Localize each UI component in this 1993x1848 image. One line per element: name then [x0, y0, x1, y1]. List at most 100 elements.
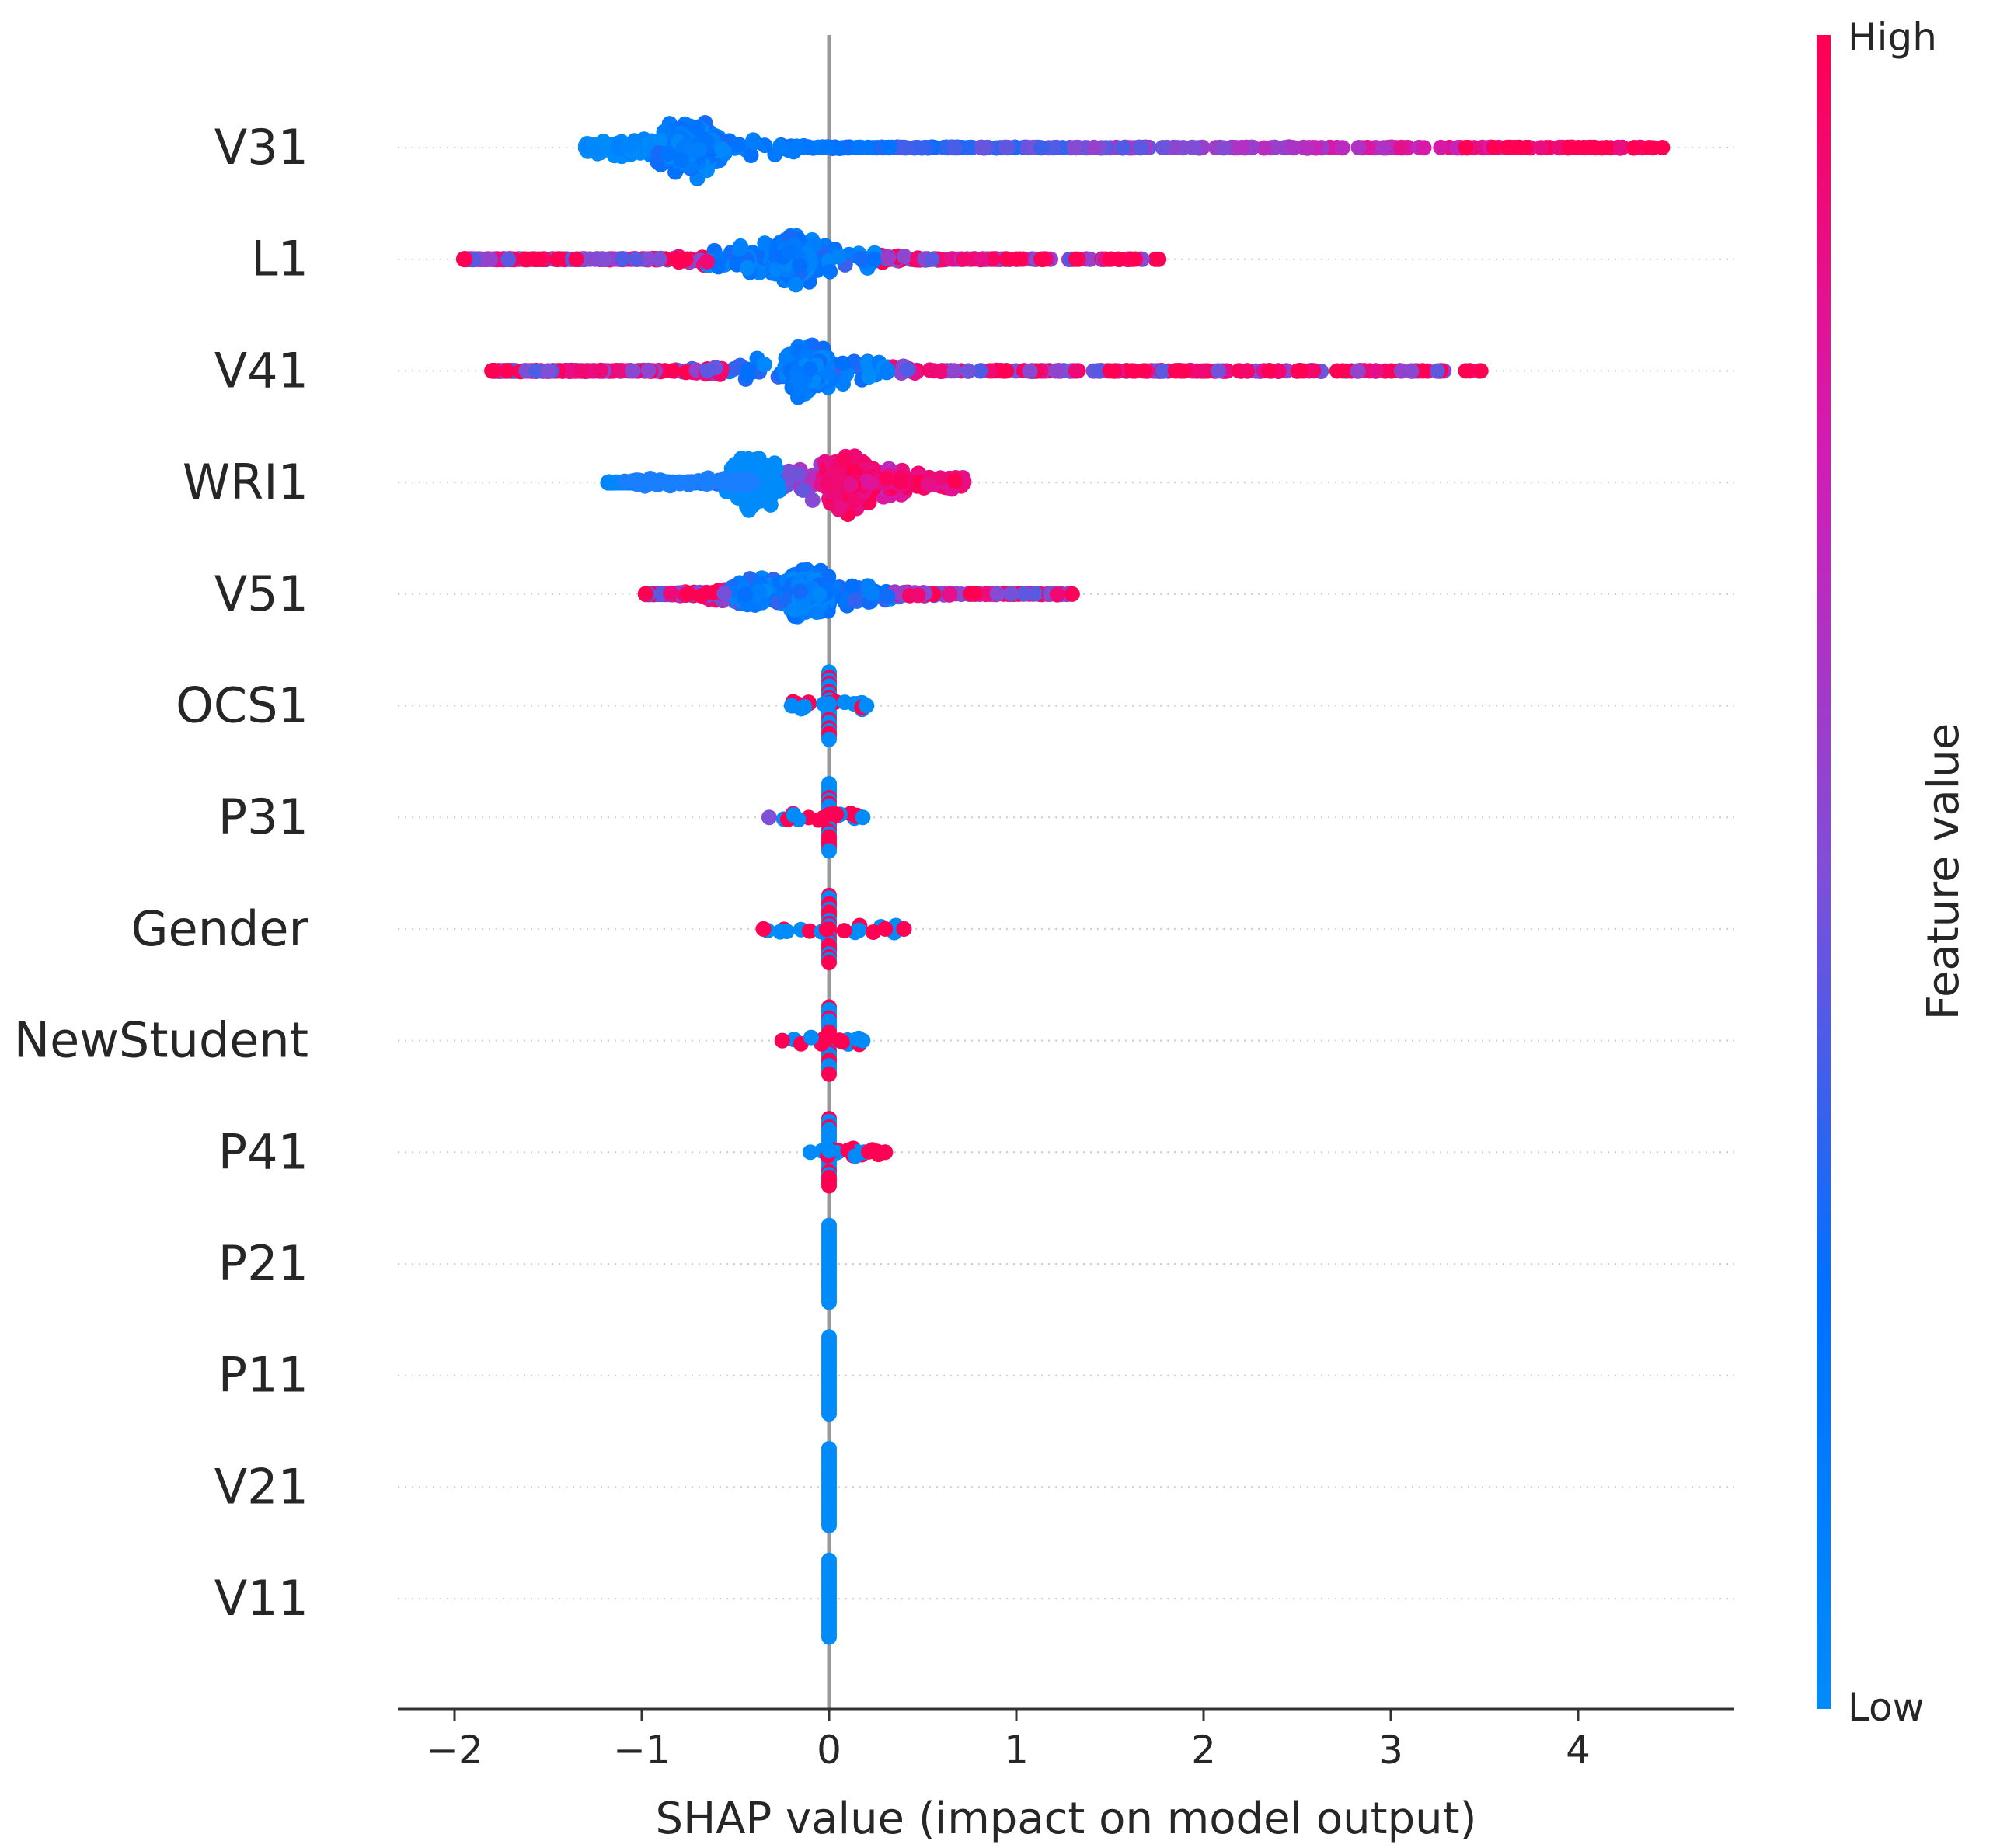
point-v31 — [1234, 139, 1250, 155]
point-wri1 — [731, 472, 747, 488]
point-v41 — [593, 362, 609, 378]
point-v51 — [910, 587, 926, 604]
point-l1 — [998, 251, 1015, 267]
point-l1 — [615, 251, 631, 266]
point-v41 — [573, 363, 589, 379]
point-l1 — [456, 251, 472, 267]
point-l1 — [731, 241, 747, 256]
point-v51 — [989, 586, 1005, 602]
point-v41 — [1239, 363, 1256, 379]
point-v41 — [1167, 363, 1183, 379]
point-v31 — [1458, 140, 1474, 155]
point-v31 — [688, 120, 705, 136]
point-v41 — [1068, 363, 1084, 379]
point-l1 — [896, 249, 912, 264]
point-l1 — [924, 251, 940, 267]
point-l1 — [627, 251, 643, 267]
point-v51 — [844, 578, 860, 594]
point-v31 — [1499, 140, 1515, 155]
point-l1 — [955, 251, 971, 267]
point-wri1 — [842, 476, 859, 492]
point-v31 — [1184, 139, 1200, 155]
point-v41 — [1403, 363, 1420, 379]
point-v31 — [1611, 140, 1627, 155]
point-v41 — [846, 353, 862, 370]
point-l1 — [853, 250, 869, 266]
point-v41 — [1293, 363, 1309, 379]
point-v31 — [819, 139, 835, 155]
point-v31 — [998, 139, 1014, 155]
point-v31 — [1393, 139, 1409, 155]
point-v41 — [1472, 363, 1489, 379]
point-v31 — [1045, 140, 1061, 156]
point-v41 — [756, 357, 772, 373]
point-wri1 — [790, 466, 806, 482]
point-v31 — [1133, 140, 1149, 156]
point-v31 — [1433, 139, 1449, 155]
point-wri1 — [835, 452, 852, 468]
point-v31 — [1598, 140, 1615, 155]
point-v31 — [1582, 140, 1598, 155]
point-v31 — [660, 146, 676, 162]
point-wri1 — [740, 502, 757, 518]
point-l1 — [1082, 251, 1098, 267]
point-v31 — [914, 140, 930, 156]
point-v41 — [499, 363, 515, 379]
point-v31 — [831, 141, 848, 156]
point-v41 — [922, 362, 938, 378]
point-v41 — [640, 362, 657, 378]
point-wri1 — [648, 475, 664, 492]
point-v31 — [1155, 140, 1171, 155]
point-v31 — [852, 139, 869, 155]
point-v31 — [1350, 140, 1367, 155]
point-l1 — [782, 243, 798, 259]
point-v41 — [1049, 363, 1065, 379]
point-v31 — [892, 140, 908, 156]
point-v41 — [1329, 363, 1345, 379]
point-l1 — [483, 251, 498, 267]
point-l1 — [1111, 251, 1127, 267]
point-v41 — [1368, 363, 1384, 379]
point-v31 — [786, 144, 802, 160]
point-wri1 — [745, 474, 761, 490]
point-v31 — [1517, 140, 1534, 155]
beeswarm-points — [456, 115, 1671, 1645]
point-v41 — [859, 354, 876, 371]
point-v51 — [737, 586, 754, 603]
point-v41 — [972, 363, 988, 379]
point-l1 — [531, 251, 547, 267]
point-v31 — [1033, 140, 1049, 156]
point-l1 — [822, 263, 838, 280]
point-l1 — [831, 249, 847, 265]
point-v41 — [998, 363, 1015, 379]
point-v31 — [936, 140, 952, 155]
point-l1 — [699, 253, 715, 270]
point-v31 — [714, 141, 730, 158]
point-v51 — [663, 586, 679, 602]
point-v41 — [726, 360, 742, 377]
point-v31 — [730, 137, 746, 153]
point-v41 — [740, 366, 756, 382]
point-v41 — [1261, 363, 1277, 379]
point-v41 — [900, 361, 916, 378]
point-v41 — [834, 355, 851, 371]
point-l1 — [597, 251, 613, 267]
point-wri1 — [684, 474, 700, 490]
point-l1 — [788, 277, 804, 293]
point-v31 — [673, 152, 689, 168]
point-v51 — [942, 586, 958, 603]
point-wri1 — [795, 482, 811, 498]
point-l1 — [568, 251, 584, 267]
point-v41 — [879, 361, 895, 378]
point-v31 — [976, 140, 991, 156]
point-l1 — [1151, 251, 1167, 267]
point-v31 — [772, 138, 789, 155]
point-v31 — [1067, 140, 1082, 156]
point-v41 — [1102, 363, 1118, 379]
point-wri1 — [920, 476, 936, 492]
point-v31 — [800, 139, 817, 155]
point-v31 — [1086, 139, 1102, 155]
point-v41 — [1193, 363, 1210, 379]
point-l1 — [1068, 251, 1084, 267]
